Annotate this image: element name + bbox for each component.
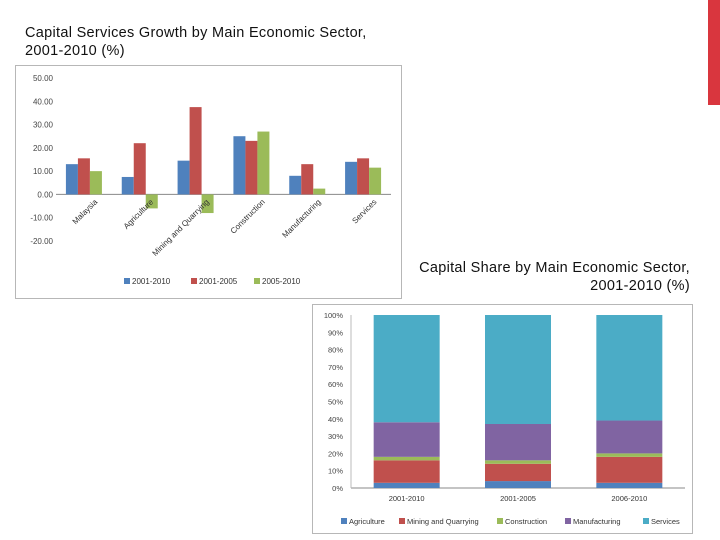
x-tick-label: Manufacturing — [280, 197, 322, 239]
legend-swatch-agriculture — [341, 518, 347, 524]
bar-2001-2005-construction — [245, 140, 258, 195]
bar-services-2001-2010 — [373, 315, 440, 423]
y-tick-label: 0.00 — [37, 190, 53, 199]
x-tick-label: 2001-2010 — [389, 494, 425, 503]
bar-2001-2010-agriculture — [121, 176, 134, 195]
chart2-title: Capital Share by Main Economic Sector, 2… — [419, 260, 690, 294]
bar-2001-2010-manufacturing — [289, 175, 302, 195]
y-tick-label: 60% — [328, 380, 343, 389]
legend-label-services: Services — [651, 517, 680, 526]
y-tick-label: 20.00 — [33, 144, 54, 153]
bar-services-2006-2010 — [596, 315, 663, 421]
bar-2001-2005-services — [357, 158, 370, 195]
bar-2001-2005-manufacturing — [301, 164, 314, 195]
y-tick-label: -20.00 — [30, 237, 53, 246]
y-tick-label: 90% — [328, 328, 343, 337]
x-tick-label: Mining and Quarrying — [151, 197, 211, 257]
y-tick-label: 30% — [328, 432, 343, 441]
bar-2005-2010-mining-and-quarrying — [201, 194, 214, 214]
y-tick-label: 30.00 — [33, 121, 54, 130]
y-tick-label: 40.00 — [33, 97, 54, 106]
x-tick-label: Construction — [229, 197, 267, 235]
bar-agriculture-2001-2010 — [373, 482, 440, 488]
bar-mining-and-quarrying-2006-2010 — [596, 456, 663, 483]
bar-mining-and-quarrying-2001-2010 — [373, 460, 440, 483]
x-tick-label: Malaysia — [71, 197, 100, 226]
bar-2001-2010-mining-and-quarrying — [177, 160, 190, 195]
bar-2001-2005-malaysia — [77, 158, 90, 195]
x-tick-label: 2001-2005 — [500, 494, 536, 503]
legend-label-mining-and-quarrying: Mining and Quarrying — [407, 517, 479, 526]
bar-2005-2010-malaysia — [89, 171, 102, 195]
legend-label-2001-2010: 2001-2010 — [132, 277, 171, 286]
legend-label-2001-2005: 2001-2005 — [199, 277, 238, 286]
bar-agriculture-2006-2010 — [596, 482, 663, 488]
chart1-title: Capital Services Growth by Main Economic… — [25, 25, 367, 59]
bar-2005-2010-construction — [257, 131, 270, 195]
y-tick-label: 20% — [328, 449, 343, 458]
legend-swatch-services — [643, 518, 649, 524]
legend-swatch-2005-2010 — [254, 278, 260, 284]
legend-swatch-2001-2005 — [191, 278, 197, 284]
legend-swatch-2001-2010 — [124, 278, 130, 284]
legend-swatch-construction — [497, 518, 503, 524]
legend-swatch-mining-and-quarrying — [399, 518, 405, 524]
legend-label-manufacturing: Manufacturing — [573, 517, 621, 526]
x-tick-label: Services — [350, 197, 378, 225]
legend-label-agriculture: Agriculture — [349, 517, 385, 526]
bar-2001-2010-malaysia — [65, 164, 78, 195]
legend-label-2005-2010: 2005-2010 — [262, 277, 301, 286]
y-tick-label: -10.00 — [30, 214, 53, 223]
bar-agriculture-2001-2005 — [485, 481, 551, 488]
legend-label-construction: Construction — [505, 517, 547, 526]
bar-manufacturing-2001-2005 — [485, 423, 551, 461]
y-tick-label: 50% — [328, 398, 343, 407]
y-tick-label: 80% — [328, 346, 343, 355]
bar-2005-2010-manufacturing — [313, 188, 326, 195]
x-tick-label: 2006-2010 — [611, 494, 647, 503]
bar-2001-2005-mining-and-quarrying — [189, 107, 202, 195]
chart2-frame: 0% 10% 20% 30% 40% 50% 60% 70% 80% 90% 100% 2001-20… — [312, 304, 693, 534]
bar-2001-2010-construction — [233, 136, 246, 195]
y-tick-label: 10% — [328, 467, 343, 476]
bar-2001-2010-services — [345, 161, 358, 195]
chart1-plot: -20.00 -10.00 0.00 10.00 20.00 30.00 40.00 50.0… — [30, 74, 391, 286]
bar-2005-2010-agriculture — [145, 194, 158, 209]
accent-bar — [708, 0, 720, 105]
y-tick-label: 10.00 — [33, 167, 54, 176]
chart1-frame: -20.00 -10.00 0.00 10.00 20.00 30.00 40.00 50.0… — [15, 65, 402, 299]
bar-mining-and-quarrying-2001-2005 — [485, 463, 551, 482]
y-tick-label: 50.00 — [33, 74, 54, 83]
chart2-plot: 0% 10% 20% 30% 40% 50% 60% 70% 80% 90% 100% 2001-20… — [324, 311, 685, 526]
y-tick-label: 0% — [332, 484, 343, 493]
bar-construction-2006-2010 — [596, 453, 663, 457]
bar-2001-2005-agriculture — [133, 143, 146, 195]
legend-swatch-manufacturing — [565, 518, 571, 524]
x-tick-label: Agriculture — [122, 197, 156, 231]
y-tick-label: 70% — [328, 363, 343, 372]
y-tick-label: 40% — [328, 415, 343, 424]
bar-construction-2001-2005 — [485, 460, 551, 464]
bar-construction-2001-2010 — [373, 456, 440, 461]
bar-services-2001-2005 — [485, 315, 551, 424]
bar-2005-2010-services — [369, 167, 382, 195]
y-tick-label: 100% — [324, 311, 344, 320]
bar-manufacturing-2001-2010 — [373, 422, 440, 457]
bar-manufacturing-2006-2010 — [596, 420, 663, 454]
